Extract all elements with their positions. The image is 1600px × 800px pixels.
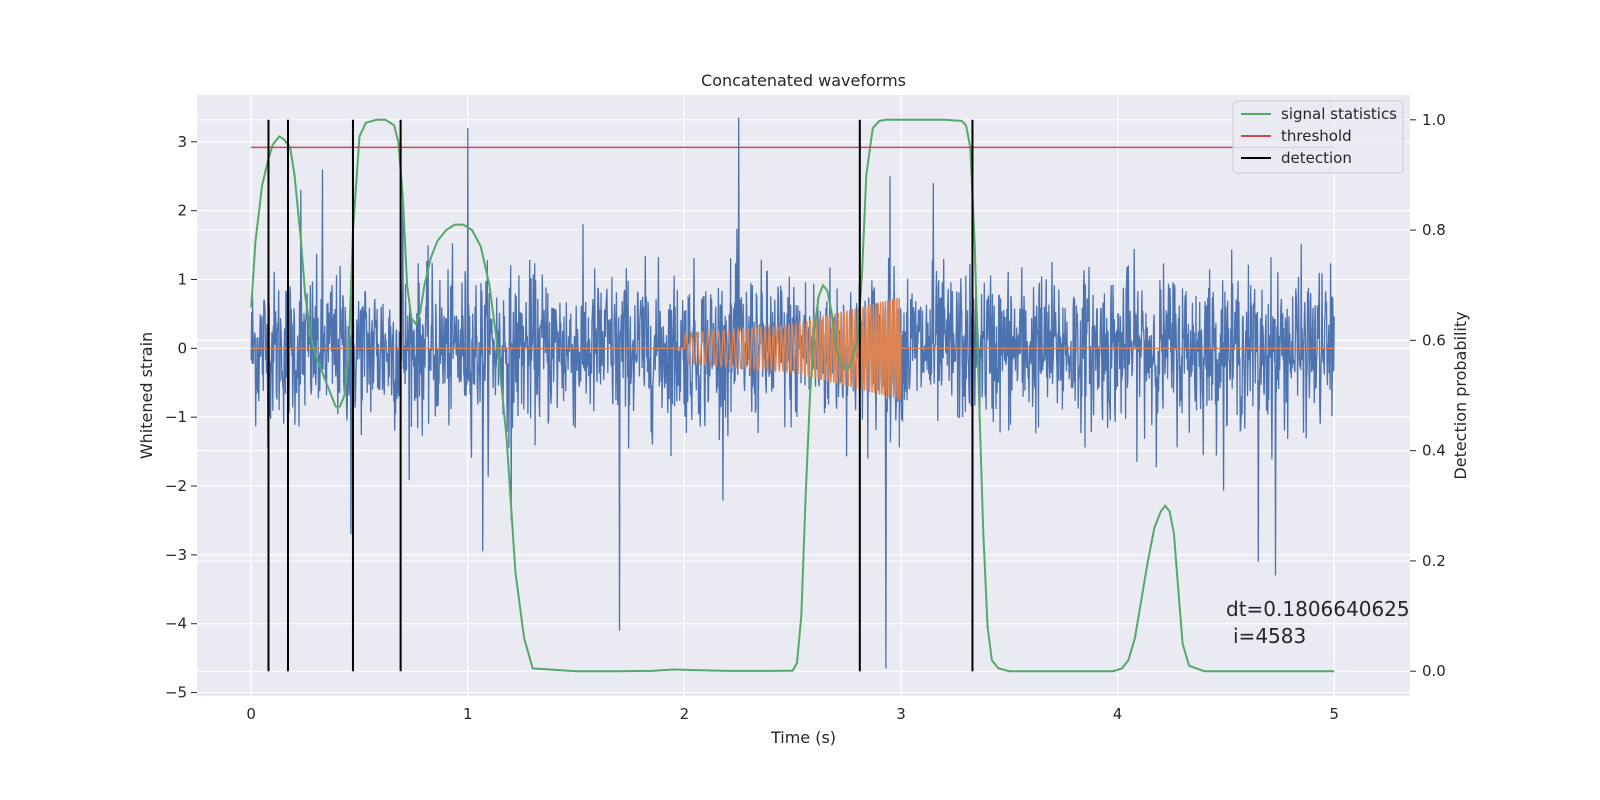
gridlines [197, 95, 1410, 696]
y-tick-label: 1 [177, 270, 187, 288]
y-tick-label: −2 [165, 477, 187, 495]
tick-labels: 0 1 2 3 4 5 3 2 1 0 −1 −2 −3 −4 −5 1.0 0.8 0.6 0.4 0.2 0.0 [165, 111, 1446, 723]
y2-tick-label: 1.0 [1422, 111, 1446, 129]
y-tick-label: −5 [165, 684, 187, 702]
legend-label: signal statistics [1281, 105, 1397, 123]
y-axis-label: Whitened strain [137, 332, 156, 459]
x-tick-label: 5 [1329, 705, 1339, 723]
y2-tick-label: 0.4 [1422, 442, 1446, 460]
x-axis-label: Time (s) [770, 728, 836, 747]
legend-label: threshold [1281, 127, 1352, 145]
annotation-dt: dt=0.1806640625 [1226, 597, 1410, 621]
y2-axis-label: Detection probability [1451, 311, 1470, 479]
y-tick-label: 0 [177, 339, 187, 357]
y2-tick-label: 0.0 [1422, 662, 1446, 680]
y-tick-label: −1 [165, 408, 187, 426]
x-tick-label: 0 [246, 705, 256, 723]
x-tick-label: 1 [463, 705, 473, 723]
x-tick-label: 3 [896, 705, 906, 723]
annotation-i: i=4583 [1233, 624, 1306, 648]
injection-series-line [251, 297, 1335, 400]
x-tick-label: 4 [1113, 705, 1123, 723]
legend-box [1232, 100, 1404, 174]
plot-content [250, 117, 1335, 673]
y2-tick-label: 0.2 [1422, 552, 1446, 570]
chart-title: Concatenated waveforms [701, 71, 906, 90]
y2-tick-label: 0.6 [1422, 331, 1446, 349]
legend-label: detection [1281, 149, 1352, 167]
y-tick-label: 2 [177, 202, 187, 220]
y2-tick-label: 0.8 [1422, 221, 1446, 239]
y-tick-label: −4 [165, 615, 187, 633]
legend: signal statistics threshold detection [1232, 100, 1404, 174]
strain-series-line [250, 117, 1335, 669]
x-tick-label: 2 [680, 705, 690, 723]
signal-statistics-line [250, 118, 1335, 673]
y-tick-label: −3 [165, 546, 187, 564]
y-tick-label: 3 [177, 133, 187, 151]
